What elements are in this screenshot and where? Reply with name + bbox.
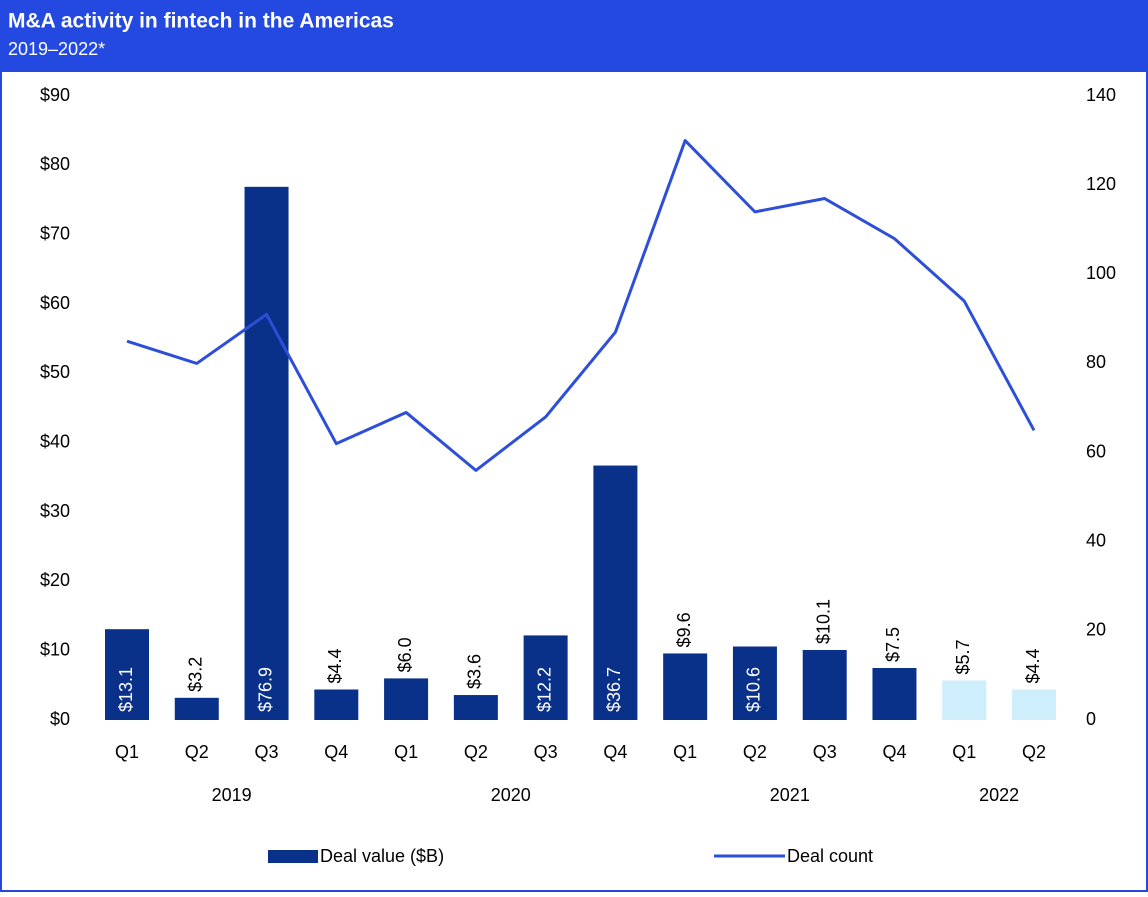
bar (872, 668, 917, 720)
bar (314, 689, 359, 720)
data-label: $4.4 (1023, 648, 1043, 683)
data-label: $9.6 (674, 612, 694, 647)
legend-label: Deal count (787, 846, 873, 866)
y-tick-label: $70 (40, 223, 70, 243)
year-label: 2022 (979, 785, 1019, 805)
data-label: $4.4 (325, 648, 345, 683)
y-tick-label: $40 (40, 431, 70, 451)
bar (384, 678, 429, 720)
data-label: $10.6 (744, 667, 764, 712)
y2-tick-label: 20 (1086, 620, 1106, 640)
legend-swatch (268, 850, 318, 863)
x-tick-label: Q1 (394, 742, 418, 762)
x-tick-label: Q1 (952, 742, 976, 762)
bar (942, 680, 987, 720)
y-tick-label: $20 (40, 570, 70, 590)
x-tick-label: Q1 (115, 742, 139, 762)
y-tick-label: $90 (40, 85, 70, 105)
x-tick-label: Q2 (464, 742, 488, 762)
bar (105, 629, 149, 720)
line (126, 139, 1036, 472)
y-tick-label: $80 (40, 154, 70, 174)
x-tick-label: Q4 (324, 742, 348, 762)
header-band (0, 0, 1148, 72)
year-label: 2019 (212, 785, 252, 805)
legend-label: Deal value ($B) (320, 846, 444, 866)
data-label: $5.7 (953, 639, 973, 674)
y2-tick-label: 140 (1086, 85, 1116, 105)
y2-tick-label: 0 (1086, 709, 1096, 729)
y2-tick-label: 100 (1086, 263, 1116, 283)
y-tick-label: $50 (40, 362, 70, 382)
x-tick-label: Q3 (255, 742, 279, 762)
data-label: $3.2 (186, 657, 206, 692)
chart-title: M&A activity in fintech in the Americas (8, 10, 394, 33)
data-label: $36.7 (604, 667, 624, 712)
x-tick-label: Q2 (1022, 742, 1046, 762)
x-tick-label: Q4 (882, 742, 906, 762)
y-tick-label: $0 (50, 709, 70, 729)
x-tick-label: Q3 (813, 742, 837, 762)
data-label: $13.1 (116, 667, 136, 712)
y2-tick-label: 60 (1086, 441, 1106, 461)
year-label: 2020 (491, 785, 531, 805)
y-tick-label: $60 (40, 293, 70, 313)
bar (663, 653, 708, 720)
y2-tick-label: 40 (1086, 530, 1106, 550)
data-label: $7.5 (883, 627, 903, 662)
data-label: $76.9 (255, 667, 275, 712)
year-label: 2021 (770, 785, 810, 805)
x-tick-label: Q3 (534, 742, 558, 762)
y2-tick-label: 120 (1086, 174, 1116, 194)
y-tick-label: $30 (40, 501, 70, 521)
bar (732, 646, 777, 720)
x-tick-label: Q2 (743, 742, 767, 762)
bar (593, 465, 638, 720)
bar (174, 697, 219, 720)
x-tick-label: Q2 (185, 742, 209, 762)
bar (523, 635, 568, 720)
data-label: $3.6 (465, 654, 485, 689)
y2-tick-label: 80 (1086, 352, 1106, 372)
chart-subtitle: 2019–2022* (8, 39, 105, 59)
data-label: $12.2 (534, 667, 554, 712)
x-tick-label: Q1 (673, 742, 697, 762)
data-label: $10.1 (813, 599, 833, 644)
bar (453, 695, 498, 720)
y-tick-label: $10 (40, 639, 70, 659)
bar (244, 186, 289, 720)
data-label: $6.0 (395, 637, 415, 672)
x-tick-label: Q4 (603, 742, 627, 762)
bar (802, 649, 847, 720)
bar (1012, 689, 1057, 720)
